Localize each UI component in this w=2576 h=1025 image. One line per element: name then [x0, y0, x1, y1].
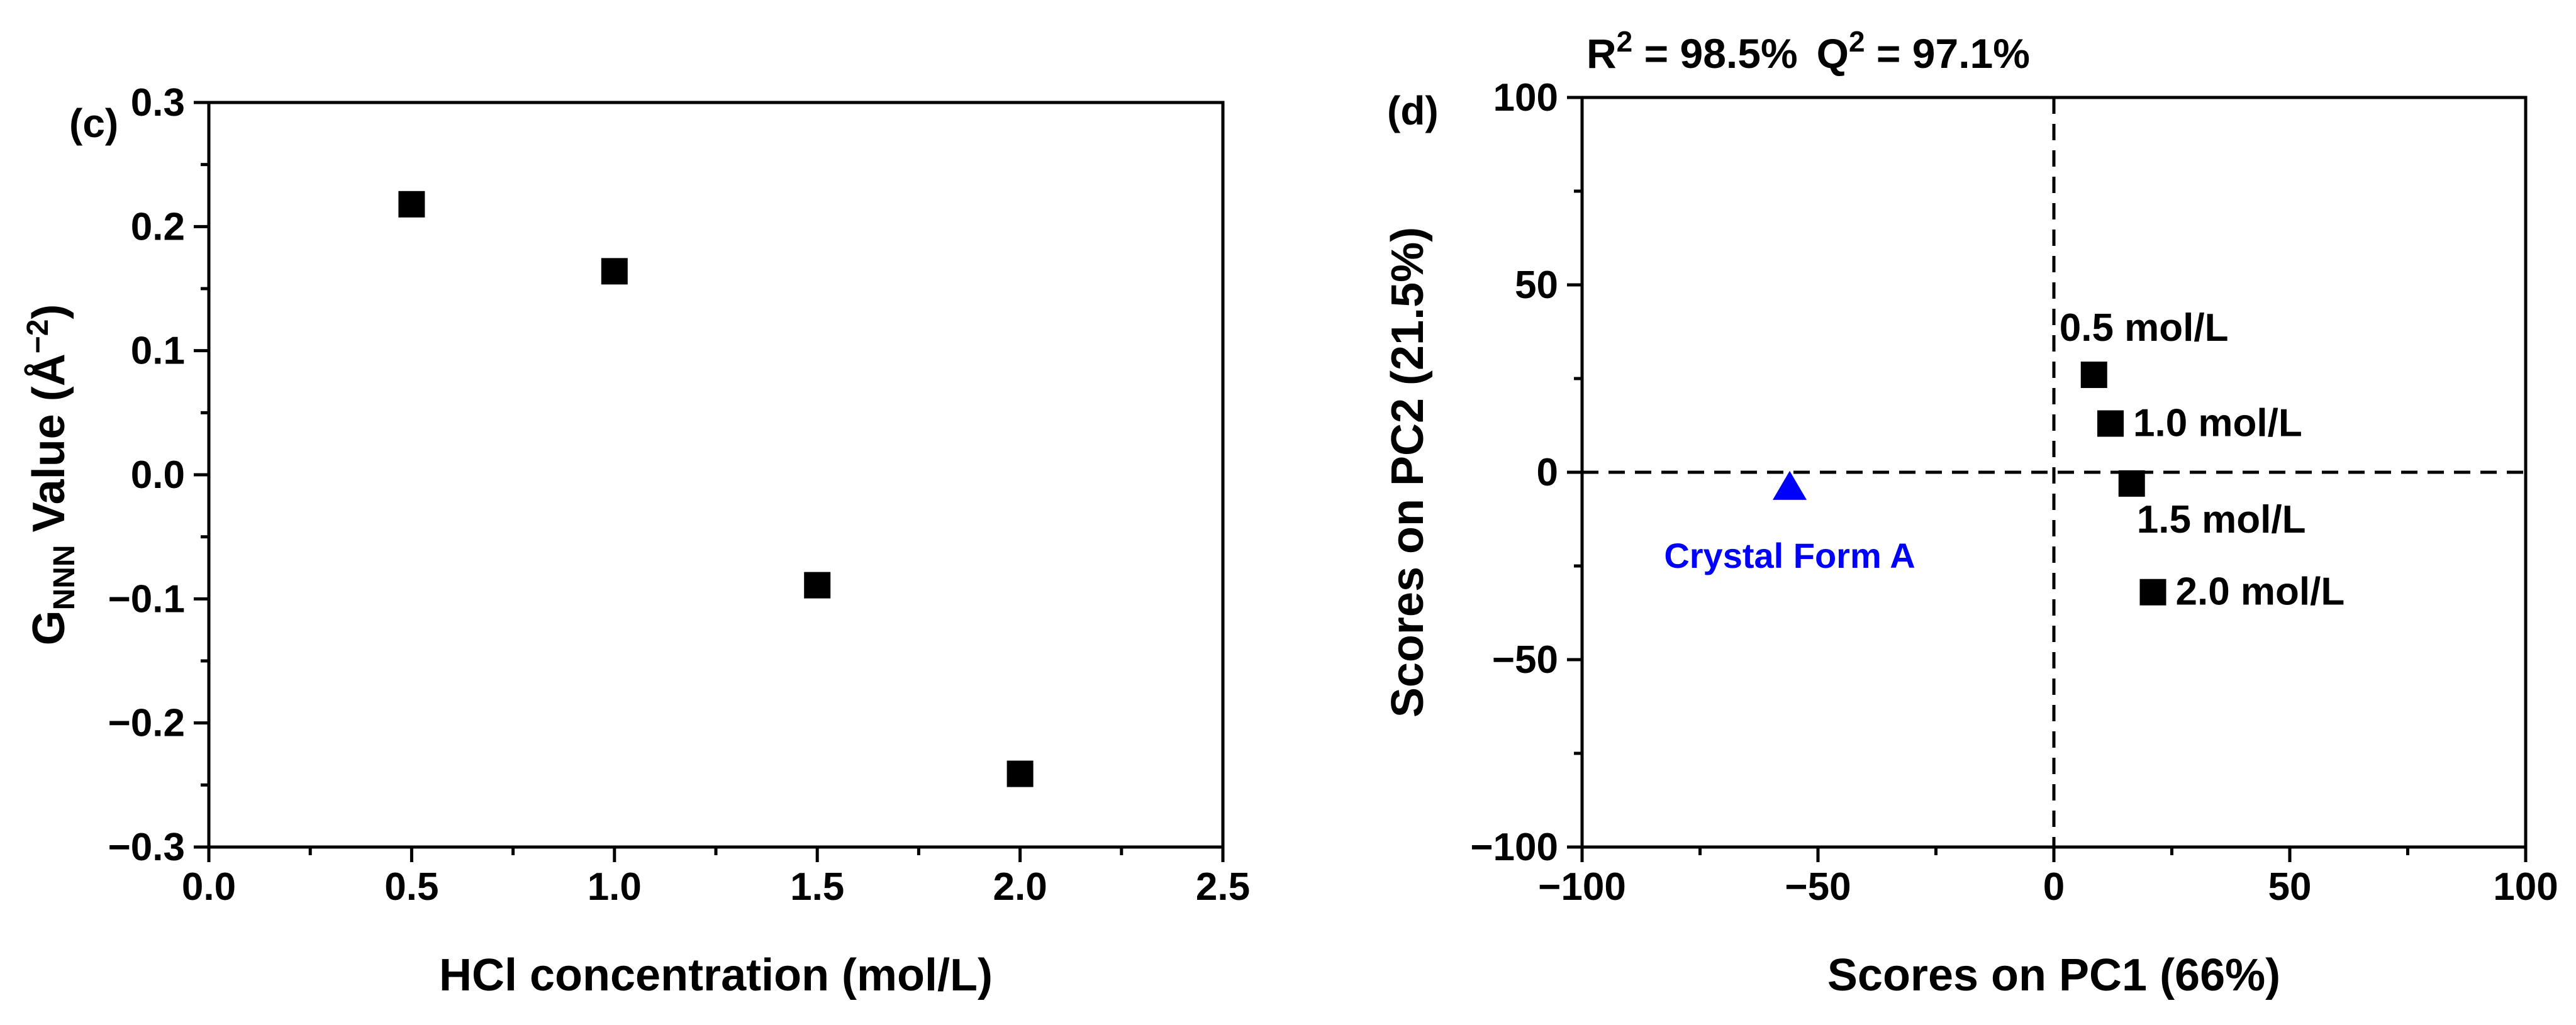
- data-point-square: [398, 191, 425, 218]
- y-tick-label: −100: [1470, 826, 1558, 869]
- y-tick-label: −0.3: [108, 826, 185, 869]
- x-tick-label: 0.5: [384, 865, 438, 909]
- panel-c-chart: (c) 0.0 0.5 1.0 1.5 2.0 2.5 −0.3−0.2−0.10.00.…: [21, 81, 1250, 1000]
- x-tick-label: 1.0: [588, 865, 642, 909]
- data-point-square: [2097, 410, 2124, 437]
- x-tick-label: 1.5: [790, 865, 844, 909]
- y-tick-label: 0.0: [131, 453, 185, 497]
- panel-d-fit-stats: R2 = 98.5% Q2 = 97.1%: [1586, 25, 2030, 77]
- y-tick-label: 0.2: [131, 205, 185, 248]
- panel-d-label: (d): [1387, 88, 1439, 133]
- panel-c-x-axis: 0.0 0.5 1.0 1.5 2.0 2.5: [182, 847, 1250, 909]
- data-point-triangle: [1773, 470, 1807, 500]
- panel-d-series: 0.5 mol/L 1.0 mol/L 1.5 mol/L 2.0 mol/L Crys…: [1664, 306, 2345, 614]
- x-tick-label: 2.0: [993, 865, 1047, 909]
- x-tick-label: 0: [2043, 865, 2065, 909]
- y-tick-label: 0: [1537, 451, 1558, 494]
- x-tick-label: −50: [1785, 865, 1851, 909]
- panel-d-chart: (d) R2 = 98.5% Q2 = 97.1% −100 −50 0 50 100 −…: [1383, 25, 2558, 1000]
- data-label: 0.5 mol/L: [2060, 306, 2229, 350]
- y-tick-label: 100: [1493, 76, 1558, 119]
- panel-d-x-axis: −100 −50 0 50 100: [1538, 847, 2558, 909]
- panel-c-y-axis: −0.3 −0.2 −0.1 0.0 0.1 0.2 0.3: [108, 81, 209, 869]
- data-label: 2.0 mol/L: [2176, 570, 2345, 614]
- panel-c-plot-frame: [207, 101, 1225, 849]
- y-tick-label: 50: [1515, 263, 1558, 307]
- data-point-square: [2118, 470, 2145, 497]
- y-tick-label: −50: [1492, 638, 1558, 682]
- panel-c-y-axis-title: GNNN Value (Å−2): [21, 304, 81, 646]
- panel-c-label: (c): [69, 101, 118, 146]
- data-point-square: [601, 258, 628, 285]
- data-point-square: [1006, 760, 1034, 787]
- panel-d-y-axis: −100 −50 0 50 100: [1470, 76, 1582, 869]
- data-label: 1.0 mol/L: [2133, 402, 2302, 445]
- data-label: Crystal Form A: [1664, 536, 1915, 575]
- data-point-square: [2080, 362, 2107, 389]
- panel-c-x-axis-title: HCl concentration (mol/L): [439, 950, 993, 1000]
- y-tick-label: −0.1: [108, 577, 185, 621]
- panel-d-x-axis-title: Scores on PC1 (66%): [1827, 950, 2280, 1000]
- x-tick-label: 0.0: [182, 865, 236, 909]
- y-tick-label: −0.2: [108, 702, 185, 745]
- data-point-square: [2139, 579, 2166, 606]
- panel-c-series: [398, 191, 1034, 787]
- x-tick-label: 50: [2268, 865, 2312, 909]
- x-tick-label: −100: [1538, 865, 1626, 909]
- data-point-square: [804, 572, 831, 599]
- panel-d-y-axis-title: Scores on PC2 (21.5%): [1383, 227, 1433, 718]
- x-tick-label: 2.5: [1196, 865, 1250, 909]
- y-tick-label: 0.3: [131, 81, 185, 125]
- data-label: 1.5 mol/L: [2137, 498, 2306, 541]
- x-tick-label: 100: [2493, 865, 2558, 909]
- y-tick-label: 0.1: [131, 330, 185, 373]
